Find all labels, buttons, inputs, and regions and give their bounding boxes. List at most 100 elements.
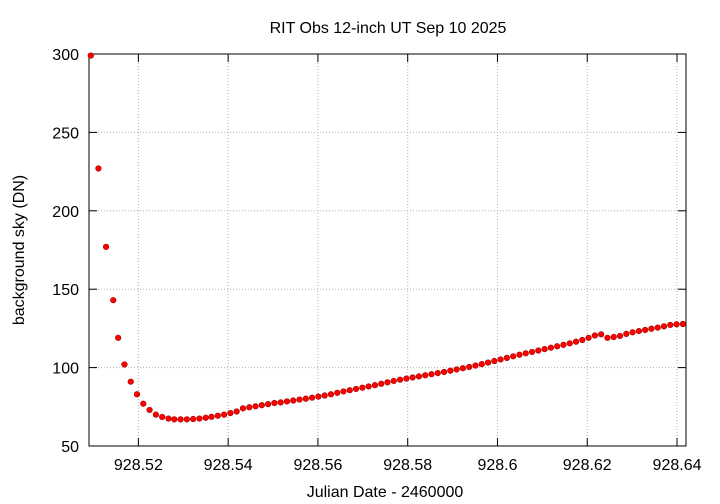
- y-axis-label: background sky (DN): [11, 175, 28, 325]
- x-tick-labels: 928.52 928.54 928.56 928.58 928.6 928.62 928.6…: [114, 457, 702, 474]
- y-tick-label: 250: [52, 125, 79, 142]
- x-tick-label: 928.52: [114, 457, 163, 474]
- data-point: [196, 415, 203, 422]
- data-point: [365, 383, 372, 390]
- data-point: [466, 363, 473, 371]
- data-points: [87, 52, 686, 423]
- data-point: [648, 325, 655, 332]
- data-point: [422, 372, 429, 379]
- data-point: [208, 413, 215, 420]
- data-point: [503, 354, 511, 361]
- data-point: [673, 321, 680, 328]
- data-point: [516, 351, 523, 358]
- data-point: [102, 243, 110, 250]
- data-point: [165, 415, 172, 422]
- data-point: [428, 371, 435, 378]
- data-point: [510, 353, 517, 360]
- y-tick-label: 200: [52, 204, 79, 221]
- data-point: [409, 374, 416, 381]
- data-point: [190, 415, 197, 423]
- data-point: [221, 411, 228, 418]
- data-point: [340, 388, 347, 395]
- data-point: [227, 409, 234, 417]
- data-point: [239, 405, 247, 412]
- data-point: [572, 338, 580, 345]
- data-point: [378, 380, 385, 387]
- x-tick-label: 928.62: [563, 457, 612, 474]
- data-point: [302, 395, 309, 402]
- data-point: [159, 413, 166, 421]
- data-point: [598, 331, 605, 338]
- data-point: [127, 378, 134, 385]
- data-point: [115, 334, 122, 341]
- data-point: [177, 416, 184, 423]
- data-point: [642, 326, 649, 334]
- data-point: [554, 343, 561, 350]
- data-point: [528, 348, 536, 356]
- data-point: [679, 320, 686, 328]
- y-tick-labels: 50 100 150 200 250 300: [52, 47, 79, 456]
- data-point: [635, 327, 642, 335]
- data-point: [121, 361, 128, 368]
- data-point: [258, 402, 265, 409]
- data-point: [591, 332, 598, 339]
- data-point: [296, 396, 303, 403]
- data-point: [403, 375, 410, 382]
- data-point: [152, 411, 159, 418]
- data-point: [453, 366, 460, 373]
- x-tick-label: 928.6: [477, 457, 517, 474]
- data-point: [396, 376, 404, 383]
- data-point: [535, 347, 542, 354]
- y-tick-label: 300: [52, 47, 79, 64]
- data-point: [371, 382, 379, 389]
- data-point: [271, 399, 278, 407]
- data-point: [616, 332, 624, 340]
- data-point: [547, 344, 554, 351]
- x-tick-label: 928.58: [383, 457, 432, 474]
- y-tick-label: 100: [52, 361, 79, 378]
- data-point: [484, 359, 492, 366]
- data-point: [623, 330, 630, 337]
- data-point: [604, 334, 611, 341]
- x-tick-label: 928.64: [653, 457, 702, 474]
- data-point: [384, 379, 391, 386]
- data-point: [87, 52, 94, 59]
- data-point: [265, 401, 272, 408]
- chart-title: RIT Obs 12-inch UT Sep 10 2025: [270, 20, 507, 37]
- data-point: [133, 391, 141, 398]
- data-point: [415, 373, 423, 380]
- data-point: [610, 333, 617, 341]
- x-tick-label: 928.56: [293, 457, 342, 474]
- data-point: [233, 408, 240, 415]
- data-point: [478, 361, 485, 368]
- data-point: [560, 341, 567, 348]
- data-point: [277, 399, 284, 406]
- data-point: [667, 321, 674, 329]
- data-point: [346, 387, 353, 394]
- data-point: [352, 385, 360, 393]
- data-point: [434, 369, 441, 377]
- data-point: [459, 365, 467, 372]
- data-point: [110, 297, 117, 304]
- data-point: [541, 345, 548, 353]
- data-point: [315, 393, 322, 400]
- data-point: [290, 397, 297, 404]
- axis-ticks: [89, 53, 686, 447]
- y-tick-label: 150: [52, 282, 79, 299]
- x-tick-label: 928.54: [204, 457, 253, 474]
- data-point: [359, 384, 366, 391]
- data-point: [472, 362, 479, 369]
- data-point: [447, 367, 454, 374]
- data-point: [660, 323, 668, 330]
- data-point: [654, 324, 661, 331]
- data-point: [214, 412, 221, 419]
- data-point: [585, 334, 592, 341]
- data-point: [283, 398, 291, 405]
- data-point: [308, 394, 316, 401]
- data-point: [491, 357, 498, 365]
- data-point: [252, 403, 259, 410]
- data-point: [440, 368, 448, 376]
- data-point: [334, 389, 341, 396]
- data-point: [566, 340, 573, 347]
